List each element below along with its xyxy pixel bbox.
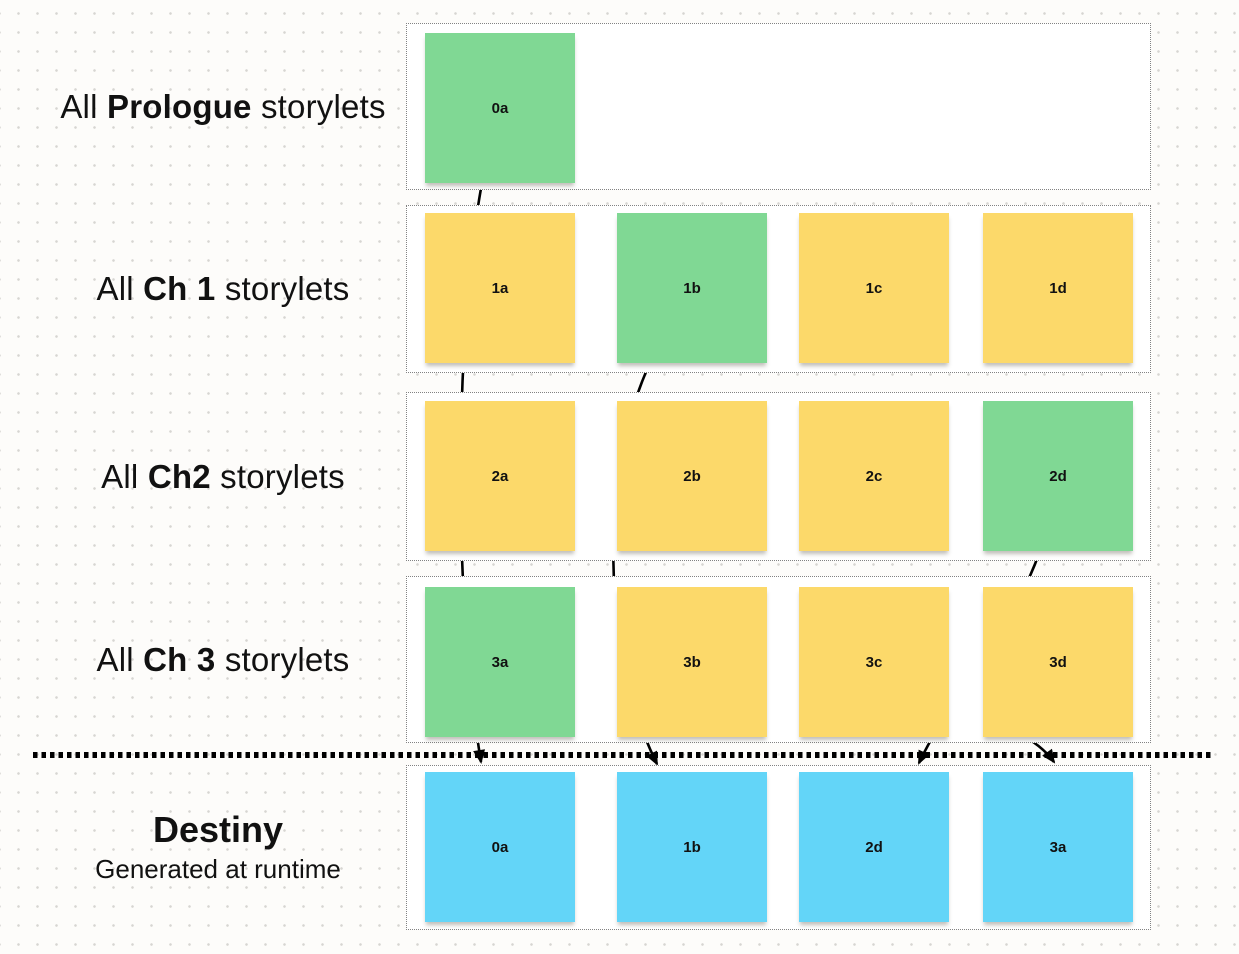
- row-label-ch3: All Ch 3 storylets: [0, 576, 446, 743]
- row-label-text: All: [101, 457, 148, 495]
- row-label-chapter: Ch 3: [143, 640, 216, 678]
- row-label-chapter: Ch 1: [143, 270, 216, 307]
- destiny-subtitle: Generated at runtime: [95, 853, 341, 884]
- storylet-card-ch1-1a: 1a: [425, 213, 575, 363]
- row-label-chapter: Prologue: [107, 87, 252, 125]
- storylet-card-prologue-0a: 0a: [425, 33, 575, 183]
- storylet-card-ch2-2a: 2a: [425, 401, 575, 551]
- row-label-ch1: All Ch 1 storylets: [0, 205, 446, 373]
- storylet-card-ch3-3a: 3a: [425, 587, 575, 737]
- storylet-card-destiny-2d: 2d: [799, 772, 949, 922]
- storylet-card-ch3-3c: 3c: [799, 587, 949, 737]
- destiny-title: Destiny: [152, 809, 284, 851]
- storylet-card-destiny-1b: 1b: [617, 772, 767, 922]
- storylet-card-ch3-3b: 3b: [617, 587, 767, 737]
- row-label-text: All: [60, 87, 107, 125]
- storylet-card-ch2-2b: 2b: [617, 401, 767, 551]
- storylet-card-ch1-1c: 1c: [799, 213, 949, 363]
- row-label-text: All: [96, 270, 144, 307]
- storylet-card-ch1-1d: 1d: [983, 213, 1133, 363]
- row-label-text: storylets: [210, 457, 345, 495]
- storylet-card-ch2-2d: 2d: [983, 401, 1133, 551]
- row-label-text: storylets: [215, 270, 350, 307]
- storylet-card-ch3-3d: 3d: [983, 587, 1133, 737]
- storylet-card-ch1-1b: 1b: [617, 213, 767, 363]
- row-label-text: storylets: [251, 87, 386, 125]
- destiny-label: Destiny Generated at runtime: [0, 765, 436, 930]
- runtime-divider-dotted-line: [33, 752, 1214, 758]
- row-label-ch2: All Ch2 storylets: [0, 392, 446, 561]
- row-label-text: storylets: [215, 640, 350, 678]
- row-label-chapter: Ch2: [147, 457, 211, 495]
- row-label-text: All: [96, 640, 144, 678]
- storylet-card-ch2-2c: 2c: [799, 401, 949, 551]
- storylet-card-destiny-0a: 0a: [425, 772, 575, 922]
- storylet-card-destiny-3a: 3a: [983, 772, 1133, 922]
- row-label-prologue: All Prologue storylets: [0, 23, 446, 190]
